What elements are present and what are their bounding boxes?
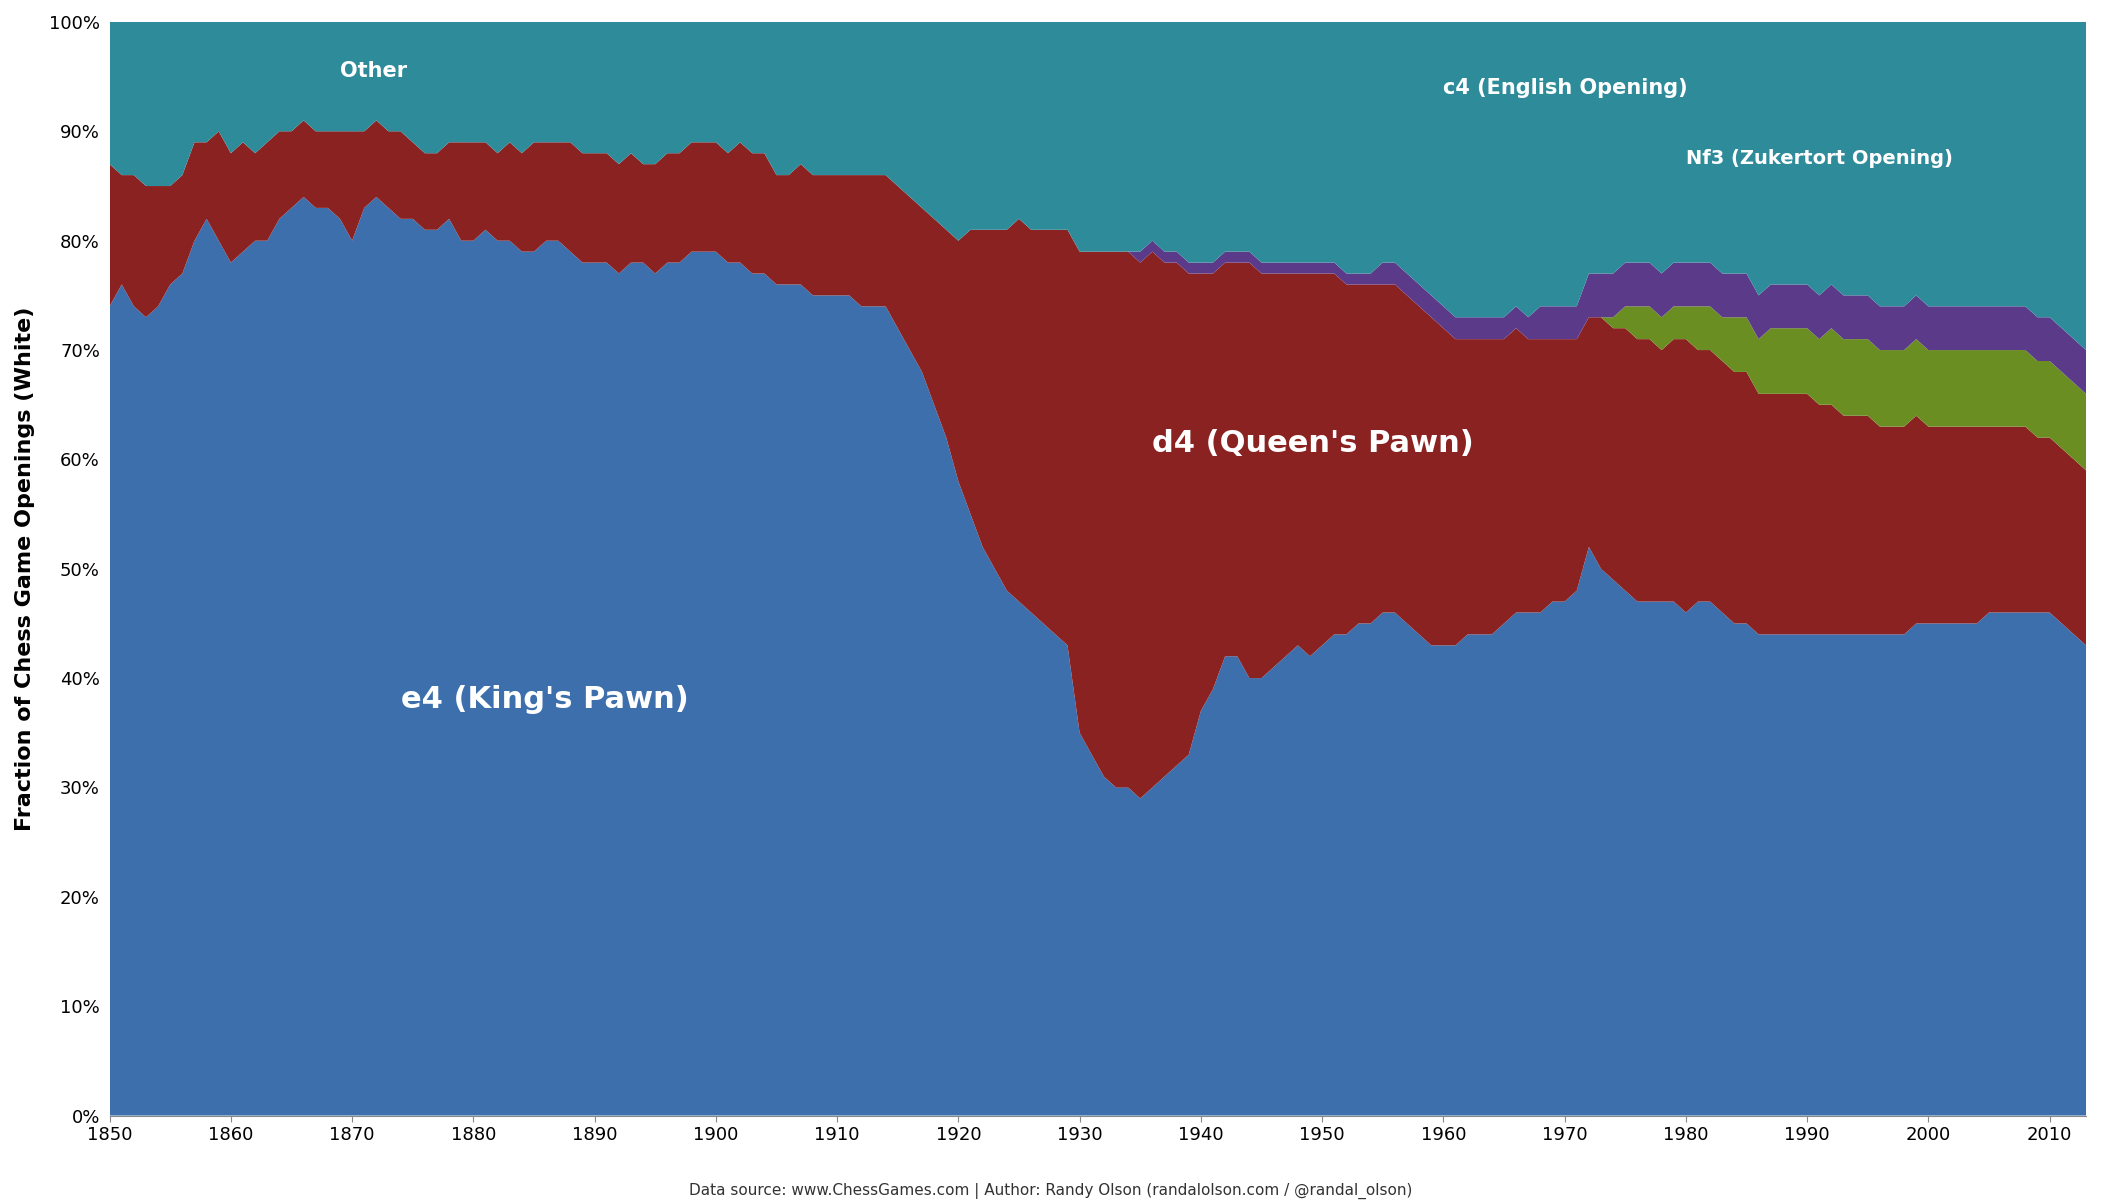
Text: e4 (King's Pawn): e4 (King's Pawn) xyxy=(401,686,689,715)
Text: Other: Other xyxy=(340,61,408,82)
Text: c4 (English Opening): c4 (English Opening) xyxy=(1443,78,1687,97)
Text: Data source: www.ChessGames.com | Author: Randy Olson (randalolson.com / @randal: Data source: www.ChessGames.com | Author… xyxy=(689,1183,1412,1199)
Text: Nf3 (Zukertort Opening): Nf3 (Zukertort Opening) xyxy=(1685,149,1952,168)
Text: d4 (Queen's Pawn): d4 (Queen's Pawn) xyxy=(1151,429,1475,458)
Y-axis label: Fraction of Chess Game Openings (White): Fraction of Chess Game Openings (White) xyxy=(15,306,36,831)
